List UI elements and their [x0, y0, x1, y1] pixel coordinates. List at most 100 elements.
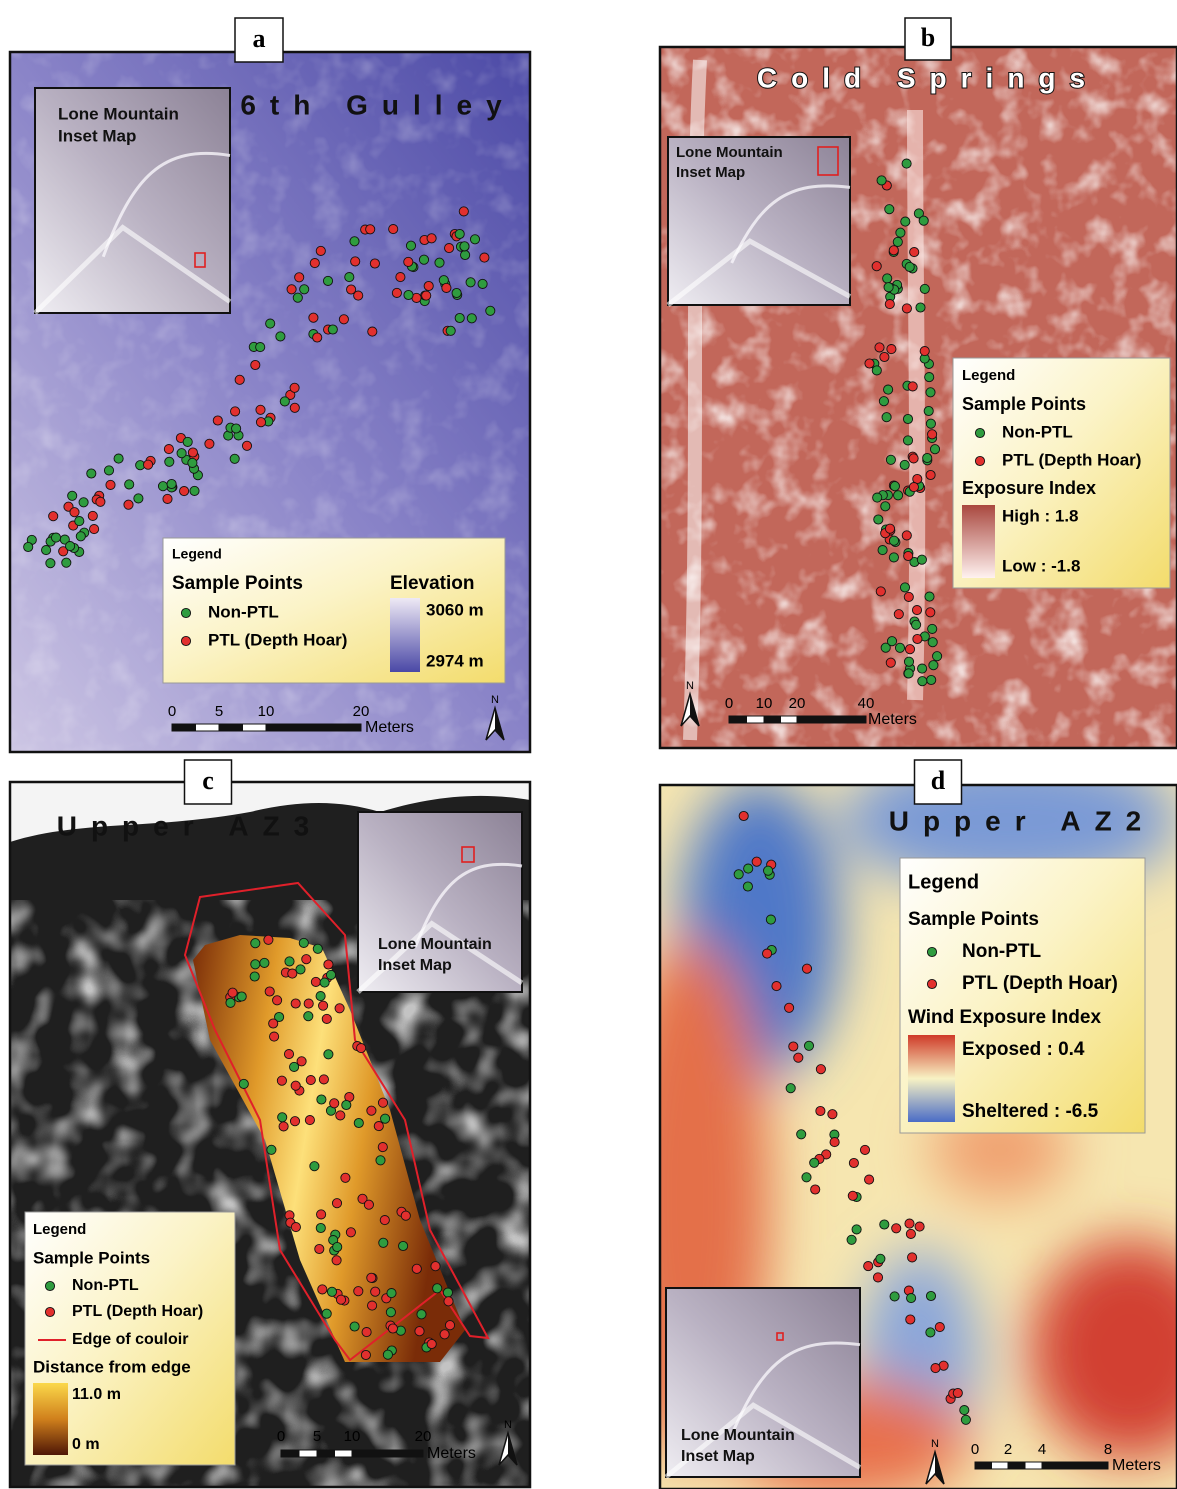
non-ptl-point: [900, 583, 909, 592]
non-ptl-point: [916, 303, 925, 312]
non-ptl-point: [930, 445, 939, 454]
non-ptl-point: [907, 1294, 916, 1303]
ptl-point: [305, 1116, 314, 1125]
non-ptl-point: [433, 1284, 442, 1293]
ptl-point: [339, 315, 348, 324]
scale-segment: [747, 716, 765, 723]
ptl-point: [909, 483, 918, 492]
ptl-point: [324, 960, 333, 969]
non-ptl-point: [802, 1173, 811, 1182]
ramp-title: Elevation: [390, 573, 474, 594]
scale-segment: [335, 1450, 353, 1457]
ptl-point: [265, 987, 274, 996]
non-ptl-point: [764, 866, 773, 875]
ptl-point: [739, 811, 748, 820]
non-ptl-point: [927, 675, 936, 684]
color-ramp: [33, 1383, 68, 1455]
scale-segment: [317, 1450, 335, 1457]
color-ramp: [908, 1035, 955, 1122]
ptl-point: [270, 1032, 279, 1041]
non-ptl-point: [42, 546, 51, 555]
ramp-title: Exposure Index: [962, 478, 1096, 498]
non-ptl-point: [928, 624, 937, 633]
scale-label: 0: [725, 695, 733, 712]
map-body: Upper AZ3Lone MountainInset MapLegendSam…: [10, 782, 530, 1487]
ptl-point: [367, 1273, 376, 1282]
non-ptl-point: [251, 960, 260, 969]
non-ptl-point: [299, 938, 308, 947]
non-ptl-point: [316, 992, 325, 1001]
ptl-point: [904, 551, 913, 560]
non-ptl-point: [260, 958, 269, 967]
non-ptl-point: [320, 978, 329, 987]
ramp-title: Wind Exposure Index: [908, 1007, 1101, 1028]
body: {"panels": [ {"label": "a", "title": "6t…: [0, 0, 1177, 1489]
scale-label: 5: [313, 1428, 321, 1445]
non-ptl-point: [324, 1050, 333, 1059]
ptl-point: [380, 1216, 389, 1225]
non-ptl-point: [446, 326, 455, 335]
non-ptl-point: [350, 1322, 359, 1331]
legend-ptl-symbol: [975, 456, 984, 465]
scale-label: 0: [971, 1441, 979, 1458]
non-ptl-point: [328, 325, 337, 334]
legend-item: Non-PTL: [1002, 422, 1073, 441]
non-ptl-point: [296, 965, 305, 974]
color-ramp: [962, 505, 995, 578]
ptl-point: [953, 1388, 962, 1397]
non-ptl-point: [460, 242, 469, 251]
scale-label: 20: [415, 1428, 432, 1445]
ptl-point: [316, 246, 325, 255]
ptl-point: [894, 610, 903, 619]
ptl-point: [885, 300, 894, 309]
non-ptl-point: [104, 466, 113, 475]
scale-segment: [1042, 1462, 1108, 1469]
ptl-point: [920, 347, 929, 356]
non-ptl-point: [379, 1238, 388, 1247]
non-ptl-point: [903, 436, 912, 445]
non-ptl-point: [183, 437, 192, 446]
ptl-point: [427, 1339, 436, 1348]
non-ptl-point: [304, 1012, 313, 1021]
scale-segment: [1008, 1462, 1025, 1469]
inset-title: Lone Mountain: [58, 104, 179, 123]
non-ptl-point: [872, 366, 881, 375]
non-ptl-point: [919, 216, 928, 225]
non-ptl-point: [926, 419, 935, 428]
ptl-point: [885, 524, 894, 533]
ptl-point: [213, 416, 222, 425]
ptl-point: [785, 1003, 794, 1012]
scale-segment: [764, 716, 781, 723]
non-ptl-point: [323, 276, 332, 285]
ptl-point: [287, 285, 296, 294]
ptl-point: [422, 291, 431, 300]
non-ptl-point: [404, 290, 413, 299]
scale-segment: [219, 724, 243, 731]
ramp-high: Exposed : 0.4: [962, 1039, 1085, 1060]
non-ptl-point: [237, 992, 246, 1001]
non-ptl-point: [873, 493, 882, 502]
ptl-point: [269, 1019, 278, 1028]
non-ptl-point: [79, 498, 88, 507]
ptl-point: [427, 234, 436, 243]
ptl-point: [910, 248, 919, 257]
non-ptl-point: [452, 288, 461, 297]
ptl-point: [887, 345, 896, 354]
scale-label: 0: [277, 1428, 285, 1445]
ramp-high: 11.0 m: [72, 1386, 121, 1403]
non-ptl-point: [326, 970, 335, 979]
non-ptl-point: [87, 469, 96, 478]
legend-group: Sample Points: [908, 909, 1039, 930]
map-title: Cold Springs: [757, 62, 1099, 93]
ptl-point: [905, 645, 914, 654]
ptl-point: [928, 430, 937, 439]
legend-title: Legend: [33, 1221, 86, 1238]
non-ptl-point: [435, 258, 444, 267]
ptl-point: [364, 1200, 373, 1209]
ptl-point: [908, 1253, 917, 1262]
legend-item: PTL (Depth Hoar): [72, 1303, 203, 1320]
non-ptl-point: [903, 414, 912, 423]
ptl-point: [49, 512, 58, 521]
ptl-point: [794, 1053, 803, 1062]
non-ptl-point: [904, 657, 913, 666]
